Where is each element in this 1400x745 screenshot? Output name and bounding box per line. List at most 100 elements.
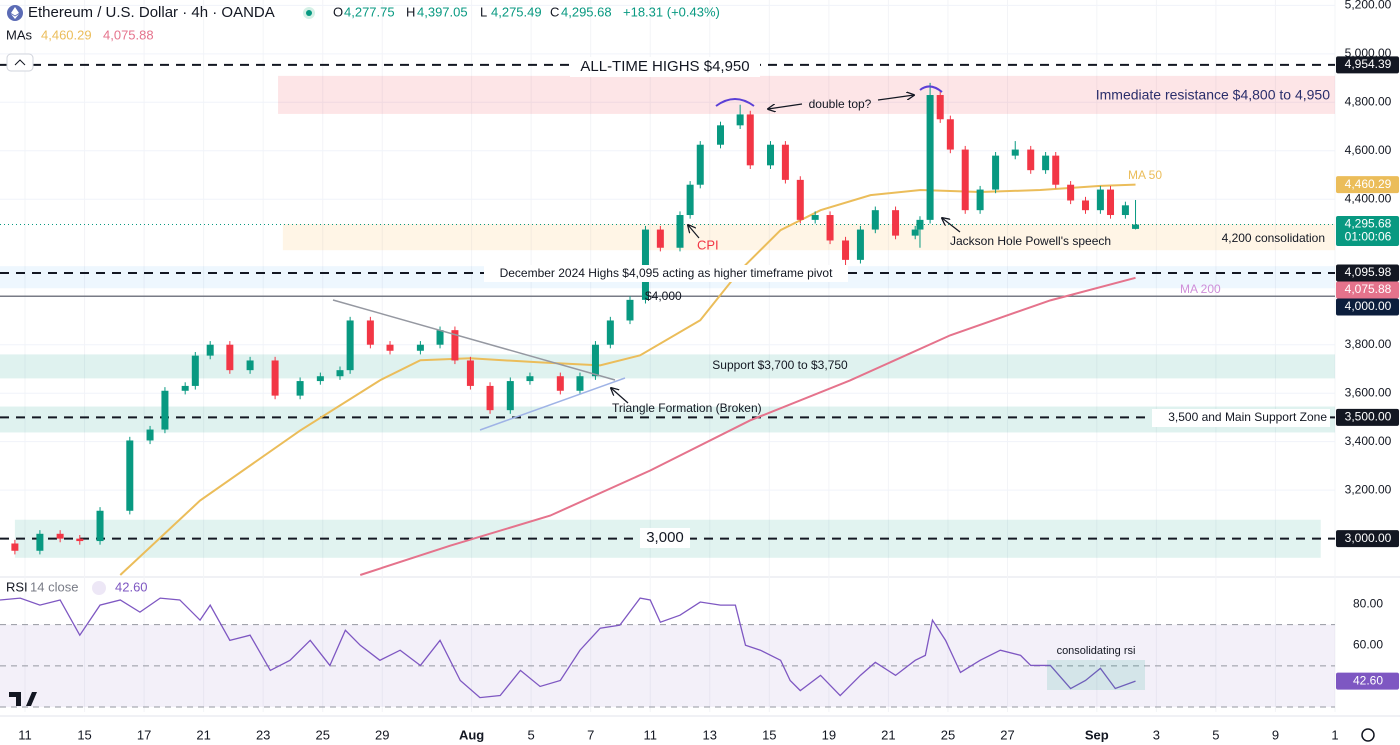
annotation: MA 50: [1128, 168, 1162, 182]
x-tick-label: 11: [643, 727, 657, 742]
x-tick-label: 27: [1000, 727, 1014, 742]
candle-body: [656, 229, 664, 248]
level-badge-label: 4,954.39: [1345, 57, 1392, 71]
candle-body: [206, 344, 214, 356]
candle-body: [416, 344, 424, 351]
rsi-badge: [1336, 672, 1399, 690]
candle-body: [606, 320, 614, 345]
x-tick-label: 3: [1153, 727, 1160, 742]
candle-body: [436, 330, 444, 345]
double-top-arc: [715, 98, 755, 107]
candle-body: [736, 114, 744, 126]
candle-body: [526, 376, 534, 382]
x-tick-label: 21: [881, 727, 895, 742]
price-zone: [0, 406, 1335, 433]
double-top-arc: [919, 85, 943, 93]
candle-body: [146, 429, 154, 441]
candle-body: [746, 114, 754, 166]
annotation: 3,500 and Main Support Zone: [1168, 410, 1327, 424]
data-layer: [0, 82, 1140, 699]
x-tick-label: 15: [77, 727, 91, 742]
triangle-upper-line: [332, 299, 616, 381]
candle-body: [916, 219, 924, 230]
candle-body: [1027, 149, 1035, 171]
candle-body: [1052, 155, 1060, 185]
ma-badge: [1336, 176, 1399, 194]
candle-body: [226, 344, 234, 371]
annotation: Immediate resistance $4,800 to 4,950: [1096, 87, 1330, 103]
candle-body: [992, 155, 1000, 190]
candle-body: [1107, 189, 1115, 216]
candle-body: [676, 215, 684, 248]
settings-button[interactable]: [1361, 728, 1375, 742]
price-zone: [278, 75, 1335, 114]
candle-body: [246, 360, 254, 371]
rsi-badge-label: 42.60: [1353, 673, 1383, 687]
ohlc-letter: O: [333, 4, 343, 19]
candle-body: [486, 385, 494, 411]
candle-body: [1082, 200, 1090, 211]
ohlc-value: 4,295.68: [561, 4, 612, 19]
candle-body: [961, 149, 969, 211]
level-badge: [1336, 298, 1399, 316]
level-badge: [1336, 264, 1399, 282]
ohlc-value: 4,397.05: [417, 4, 468, 19]
y-tick-label: 3,400.00: [1345, 434, 1392, 448]
candle-body: [336, 370, 344, 377]
y-tick-label: 5,200.00: [1345, 0, 1392, 12]
collapse-button[interactable]: [6, 53, 34, 72]
candle-body: [506, 381, 514, 411]
annotation: ALL-TIME HIGHS $4,950: [580, 58, 749, 75]
symbol-title: Ethereum / U.S. Dollar · 4h · OANDA: [28, 4, 275, 21]
x-tick-label: 25: [941, 727, 955, 742]
ma-legend-label: MAs: [6, 27, 33, 42]
annotation: double top?: [809, 97, 872, 111]
candle-body: [911, 229, 919, 236]
rsi-tick-label: 80.00: [1353, 596, 1383, 610]
candle-body: [1011, 149, 1019, 156]
arrow: [688, 225, 700, 239]
level-badge-label: 4,095.98: [1345, 265, 1392, 279]
level-badge: [1336, 530, 1399, 548]
current-price-badge: [1336, 216, 1399, 247]
candle-body: [96, 510, 104, 542]
ohlc-letter: C: [550, 4, 559, 19]
x-tick-label: 5: [1212, 727, 1219, 742]
price-zone: [0, 354, 1335, 379]
candle-body: [161, 390, 169, 430]
candle-body: [36, 533, 44, 551]
candle-body: [626, 299, 634, 321]
market-status-dot: [306, 10, 312, 16]
label-background: [484, 265, 848, 282]
x-tick-label: 21: [196, 727, 210, 742]
rsi-consolidation-box: [1047, 660, 1145, 690]
x-tick-label: 1: [1331, 727, 1338, 742]
x-tick-label: 25: [315, 727, 329, 742]
annotation: 4,200 consolidation: [1222, 231, 1325, 245]
candle-body: [716, 125, 724, 145]
rsi-title: RSI: [6, 579, 28, 594]
candle-body: [271, 360, 279, 396]
annotation-layer: ALL-TIME HIGHS $4,950 Immediate resistan…: [6, 0, 1399, 742]
candle-body: [796, 179, 804, 220]
price-axis-panel: [1335, 0, 1400, 745]
current-price-badge-label: 01:00:06: [1345, 230, 1392, 244]
annotation: 3,000: [646, 529, 684, 546]
candle-body: [126, 440, 134, 511]
y-tick-label: 3,600.00: [1345, 385, 1392, 399]
candle-body: [767, 144, 775, 166]
annotation: CPI: [697, 237, 719, 252]
ma-badge: [1336, 281, 1399, 299]
candle-body: [1042, 155, 1050, 171]
x-tick-label: 5: [528, 727, 535, 742]
x-tick-label: 11: [18, 727, 32, 742]
candle-body: [181, 385, 189, 391]
coin-icon-glyph: [11, 7, 19, 19]
x-tick-label: 15: [762, 727, 776, 742]
candle-body: [1067, 184, 1075, 201]
candle-body: [576, 376, 584, 391]
annotation: December 2024 Highs $4,095 acting as hig…: [500, 266, 834, 280]
rsi-note: consolidating rsi: [1057, 645, 1136, 657]
